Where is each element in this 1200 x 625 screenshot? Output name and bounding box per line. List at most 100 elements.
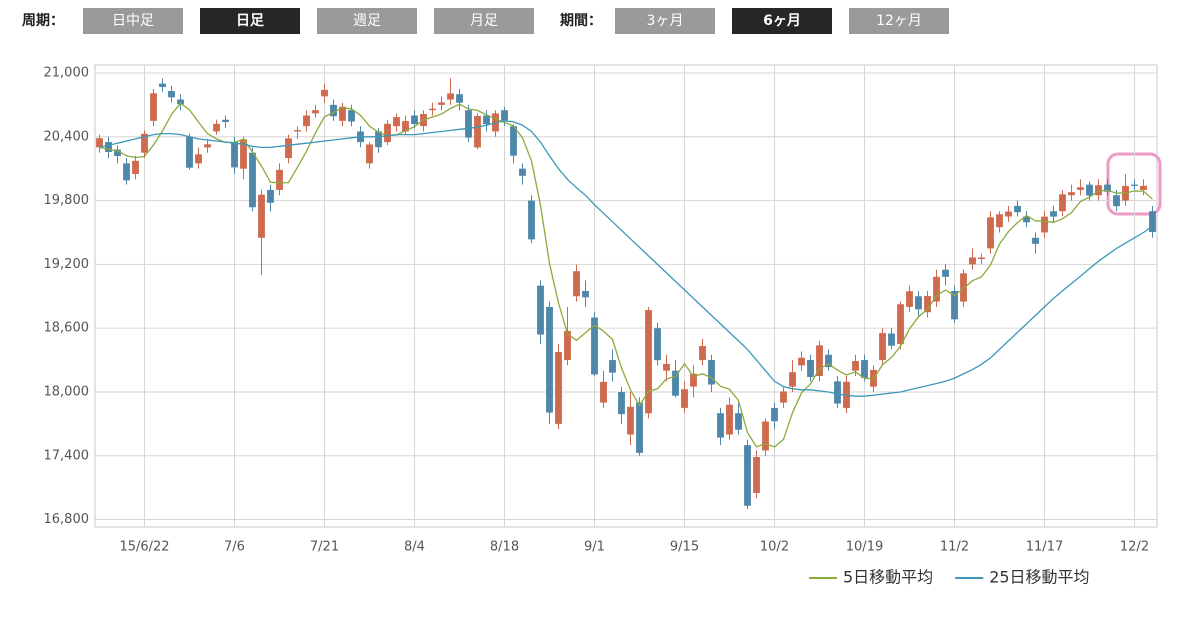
candle-body (528, 200, 535, 240)
x-tick-label: 10/19 (846, 540, 883, 555)
y-tick-label: 18,000 (44, 384, 90, 399)
candle-body (465, 110, 472, 138)
period-label: 周期： (22, 13, 64, 29)
candle-body (114, 149, 121, 157)
x-tick-label: 8/18 (490, 540, 519, 555)
candle-body (1023, 216, 1030, 223)
candle-body (1068, 192, 1075, 196)
candle-body (96, 138, 103, 148)
candle-body (1059, 194, 1066, 212)
candle-body (1131, 184, 1138, 186)
x-tick-label: 7/21 (310, 540, 339, 555)
candle-body (915, 296, 922, 310)
y-tick-label: 19,200 (44, 257, 90, 272)
candle-body (1086, 184, 1093, 196)
candle-body (762, 421, 769, 451)
period-button[interactable]: 日足 (200, 8, 300, 34)
moving-average-line (99, 120, 1153, 397)
range-button[interactable]: 12ヶ月 (849, 8, 949, 34)
candle-body (699, 346, 706, 361)
candle-body (501, 110, 508, 121)
candle-body (708, 360, 715, 385)
candle-body (645, 310, 652, 414)
period-button[interactable]: 週足 (317, 8, 417, 34)
candles (96, 78, 1156, 509)
candle-body (1041, 216, 1048, 233)
candle-body (312, 110, 319, 114)
candle-body (330, 104, 337, 117)
range-button[interactable]: 3ヶ月 (615, 8, 715, 34)
candle-body (231, 142, 238, 168)
x-tick-label: 11/17 (1026, 540, 1063, 555)
candle-body (168, 91, 175, 98)
candle-body (537, 285, 544, 335)
y-tick-label: 17,400 (44, 448, 90, 463)
candle-body (681, 389, 688, 408)
candle-body (816, 345, 823, 377)
candle-body (600, 381, 607, 403)
candle-body (1149, 211, 1156, 233)
candle-body (1005, 211, 1012, 217)
candle-body (186, 136, 193, 168)
candle-body (204, 144, 211, 148)
candle-body (636, 402, 643, 453)
candle-body (798, 357, 805, 366)
candle-body (960, 273, 967, 302)
candle-body (258, 194, 265, 238)
x-tick-label: 12/2 (1120, 540, 1149, 555)
legend-label: 5日移動平均 (843, 568, 933, 587)
candle-body (861, 360, 868, 379)
plot-frame (94, 64, 1158, 528)
candle-body (744, 445, 751, 506)
candle-body (627, 406, 634, 435)
candle-body (177, 99, 184, 105)
range-label: 期間： (560, 13, 602, 29)
candle-body (951, 290, 958, 320)
candle-body (393, 117, 400, 127)
candle-body (456, 94, 463, 103)
candle-body (825, 354, 832, 368)
candle-body (609, 360, 616, 373)
candle-body (807, 360, 814, 377)
candle-body (249, 152, 256, 208)
candle-body (672, 370, 679, 396)
x-tick-label: 15/6/22 (119, 540, 169, 555)
candle-body (294, 130, 301, 132)
candle-body (564, 330, 571, 361)
candle-body (726, 404, 733, 435)
candle-body (771, 407, 778, 422)
candle-body (591, 317, 598, 375)
candle-body (996, 214, 1003, 228)
candle-body (888, 333, 895, 346)
candle-body (447, 93, 454, 100)
range-button[interactable]: 6ヶ月 (732, 8, 832, 34)
candle-body (384, 123, 391, 143)
candle-body (879, 333, 886, 361)
candle-body (267, 189, 274, 203)
candle-body (483, 115, 490, 125)
candle-body (942, 269, 949, 277)
candle-body (213, 123, 220, 132)
candle-body (546, 306, 553, 413)
y-tick-label: 16,800 (44, 512, 90, 527)
candle-body (195, 154, 202, 164)
candle-body (924, 295, 931, 313)
candle-body (510, 126, 517, 156)
candle-body (150, 93, 157, 121)
candle-body (1014, 205, 1021, 213)
candle-body (240, 139, 247, 169)
x-tick-label: 8/4 (404, 540, 425, 555)
candle-body (987, 217, 994, 249)
candle-body (717, 413, 724, 438)
candle-body (690, 373, 697, 387)
candle-body (618, 391, 625, 415)
candle-body (159, 83, 166, 88)
candle-body (519, 168, 526, 176)
candle-body (366, 144, 373, 164)
period-button[interactable]: 月足 (434, 8, 534, 34)
candle-body (834, 381, 841, 404)
candle-body (735, 413, 742, 430)
candle-body (141, 133, 148, 153)
period-button[interactable]: 日中足 (83, 8, 183, 34)
